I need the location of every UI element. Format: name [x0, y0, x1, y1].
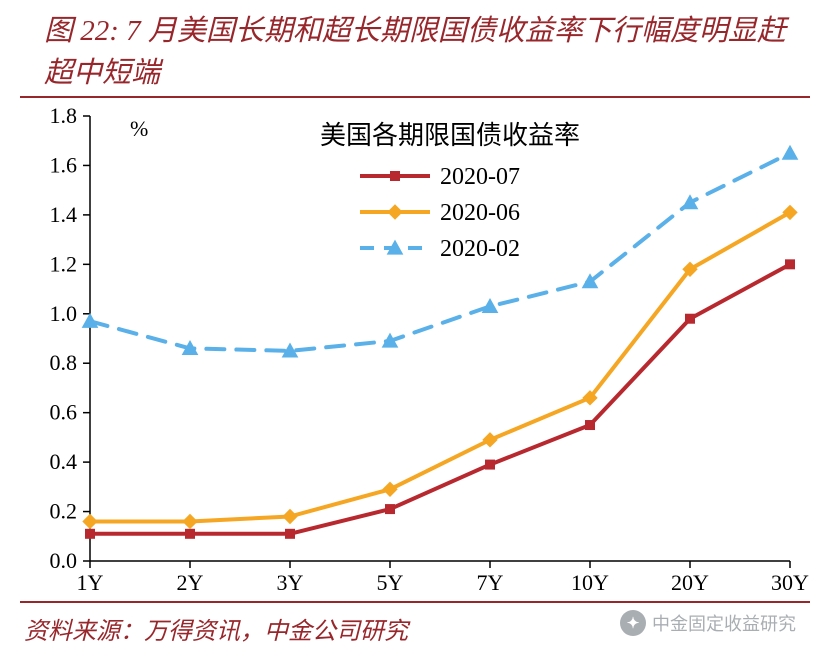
svg-text:10Y: 10Y: [571, 570, 609, 595]
svg-text:0.2: 0.2: [50, 499, 78, 524]
watermark: ✦ 中金固定收益研究: [620, 610, 796, 636]
watermark-text: 中金固定收益研究: [652, 610, 796, 636]
svg-text:3Y: 3Y: [277, 570, 304, 595]
svg-text:0.0: 0.0: [50, 548, 78, 573]
svg-text:%: %: [130, 116, 148, 141]
svg-text:1.8: 1.8: [50, 106, 78, 128]
svg-text:20Y: 20Y: [671, 570, 709, 595]
svg-text:1.4: 1.4: [50, 202, 78, 227]
svg-text:1.0: 1.0: [50, 301, 78, 326]
svg-text:1Y: 1Y: [77, 570, 104, 595]
svg-text:5Y: 5Y: [377, 570, 404, 595]
svg-text:1.2: 1.2: [50, 251, 78, 276]
line-chart: 0.0 0.2 0.4 0.6 0.8 1.0 1.2 1.4 1.6 1.8 1Y 2Y 3Y 5Y 7Y…: [20, 106, 810, 601]
svg-text:2020-06: 2020-06: [440, 200, 520, 226]
svg-text:0.4: 0.4: [50, 449, 78, 474]
svg-text:30Y: 30Y: [771, 570, 809, 595]
wechat-icon: ✦: [620, 610, 646, 636]
svg-text:2020-07: 2020-07: [440, 164, 520, 190]
svg-text:0.8: 0.8: [50, 350, 78, 375]
svg-text:7Y: 7Y: [477, 570, 504, 595]
svg-text:美国各期限国债收益率: 美国各期限国债收益率: [320, 121, 580, 150]
svg-text:2020-02: 2020-02: [440, 236, 520, 262]
source-area: 资料来源：万得资讯，中金公司研究 ✦ 中金固定收益研究: [20, 601, 810, 646]
svg-text:0.6: 0.6: [50, 400, 78, 425]
figure-container: 图 22: 7 月美国长期和超长期限国债收益率下行幅度明显赶超中短端 0.00.…: [0, 0, 830, 669]
svg-text:2Y: 2Y: [177, 570, 204, 595]
svg-text:1.6: 1.6: [50, 153, 78, 178]
chart-area: 0.0 0.2 0.4 0.6 0.8 1.0 1.2 1.4 1.6 1.8 1Y 2Y 3Y 5Y 7Y…: [20, 106, 810, 601]
figure-title: 图 22: 7 月美国长期和超长期限国债收益率下行幅度明显赶超中短端: [20, 0, 810, 98]
